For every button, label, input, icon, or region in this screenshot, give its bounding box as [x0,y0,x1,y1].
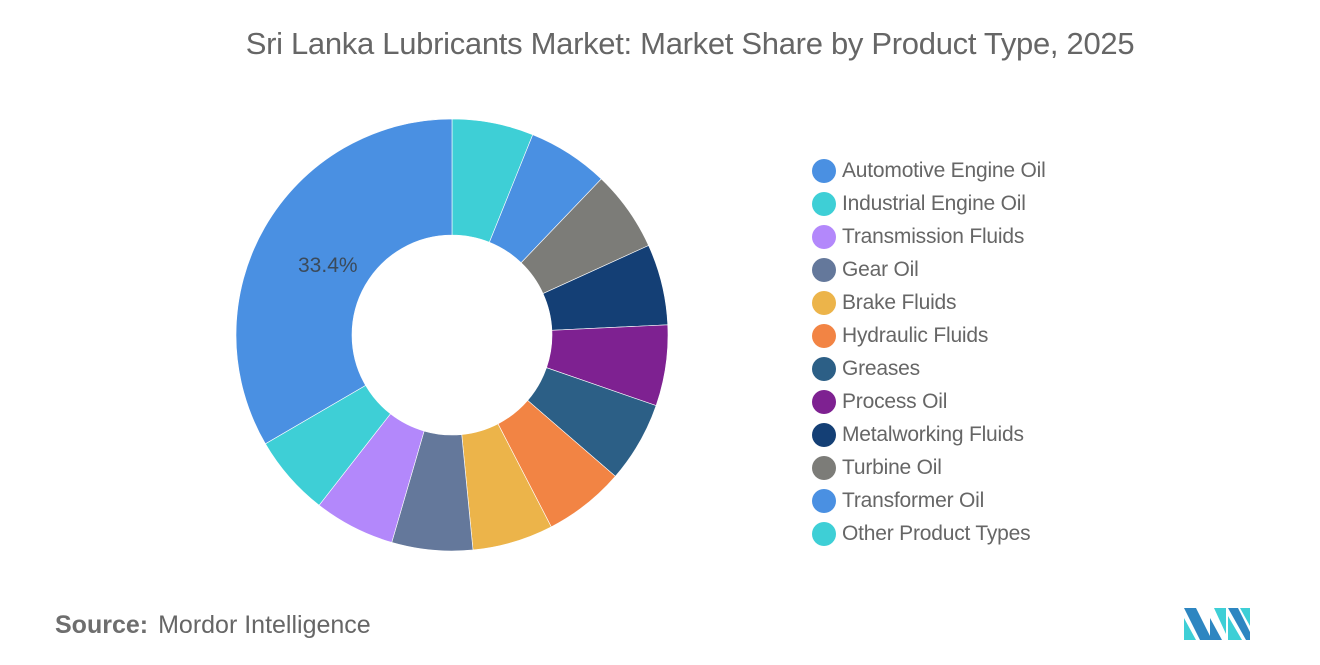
legend-item[interactable]: Turbine Oil [812,451,1046,484]
legend-swatch-icon [812,389,836,414]
chart-title: Sri Lanka Lubricants Market: Market Shar… [245,26,1135,61]
legend-swatch-icon [812,257,836,282]
legend-item[interactable]: Transformer Oil [812,484,1046,517]
legend-swatch-icon [812,488,836,513]
legend-item[interactable]: Other Product Types [812,517,1046,550]
chart-legend: Automotive Engine Oil Industrial Engine O… [812,154,1046,550]
legend-label: Metalworking Fluids [842,422,1024,446]
legend-swatch-icon [812,191,836,216]
legend-item[interactable]: Transmission Fluids [812,220,1046,253]
source-label: Source: [55,611,149,639]
legend-label: Turbine Oil [842,455,942,479]
legend-label: Gear Oil [842,257,919,281]
mordor-intelligence-logo [1184,608,1250,640]
legend-label: Transformer Oil [842,488,985,512]
legend-label: Greases [842,356,920,380]
legend-swatch-icon [812,521,836,546]
legend-item[interactable]: Process Oil [812,385,1046,418]
legend-swatch-icon [812,158,836,183]
slice-automotive-engine-oil[interactable] [235,118,453,445]
legend-label: Brake Fluids [842,290,957,314]
legend-item[interactable]: Brake Fluids [812,286,1046,319]
legend-item[interactable]: Automotive Engine Oil [812,154,1046,187]
legend-item[interactable]: Greases [812,352,1046,385]
legend-label: Automotive Engine Oil [842,158,1046,182]
legend-swatch-icon [812,224,836,249]
source-note: Source: Mordor Intelligence [55,611,371,640]
legend-label: Process Oil [842,389,948,413]
legend-item[interactable]: Industrial Engine Oil [812,187,1046,220]
legend-swatch-icon [812,290,836,315]
legend-label: Hydraulic Fluids [842,323,989,347]
legend-swatch-icon [812,455,836,480]
legend-label: Transmission Fluids [842,224,1025,248]
legend-item[interactable]: Metalworking Fluids [812,418,1046,451]
legend-swatch-icon [812,422,836,447]
slice-percent-label: 33.4% [298,254,358,277]
source-value: Mordor Intelligence [158,611,371,639]
legend-item[interactable]: Hydraulic Fluids [812,319,1046,352]
legend-label: Industrial Engine Oil [842,191,1026,215]
legend-swatch-icon [812,323,836,348]
donut-chart: 33.4% [235,118,669,552]
legend-swatch-icon [812,356,836,381]
legend-label: Other Product Types [842,521,1031,545]
legend-item[interactable]: Gear Oil [812,253,1046,286]
